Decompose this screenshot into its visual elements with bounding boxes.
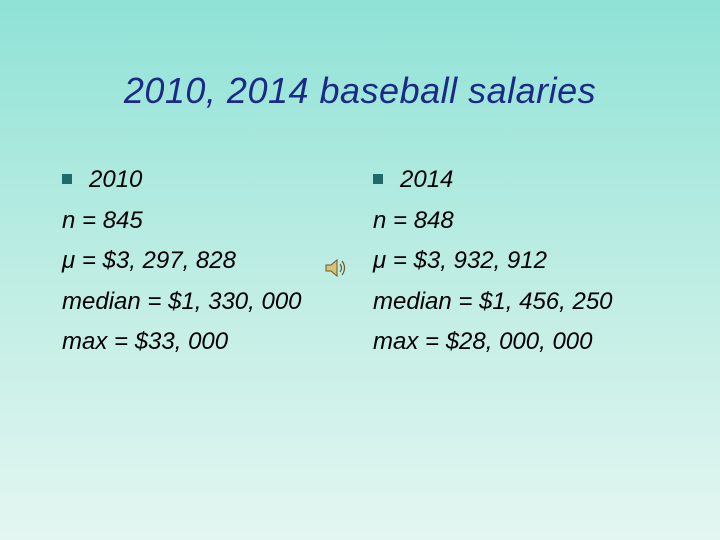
stat-line: n = 845 — [62, 206, 143, 234]
heading-text: 2014 — [400, 166, 454, 193]
heading-text: 2010 — [89, 166, 143, 193]
column-heading: 2014 — [373, 160, 613, 201]
bullet — [62, 174, 72, 184]
stat-line: max = $28, 000, 000 — [373, 328, 593, 355]
column: 2010 n = 845 μ = $3, 297, 828 median = $… — [62, 160, 302, 363]
stat-line: n = 848 — [373, 206, 454, 234]
stat-line: median = $1, 330, 000 — [62, 287, 302, 315]
slide-title: 2010, 2014 baseball salaries — [123, 70, 597, 111]
column: 2014 n = 848 μ = $3, 932, 912 median = $… — [373, 160, 613, 363]
stat-line: μ = $3, 932, 912 — [373, 247, 547, 274]
speaker-icon[interactable] — [323, 256, 347, 280]
bullet — [373, 174, 383, 184]
stat-line: μ = $3, 297, 828 — [62, 247, 236, 274]
stat-line: median = $1, 456, 250 — [373, 287, 613, 315]
stat-line: max = $33, 000 — [62, 328, 229, 355]
column-heading: 2010 — [62, 160, 302, 201]
